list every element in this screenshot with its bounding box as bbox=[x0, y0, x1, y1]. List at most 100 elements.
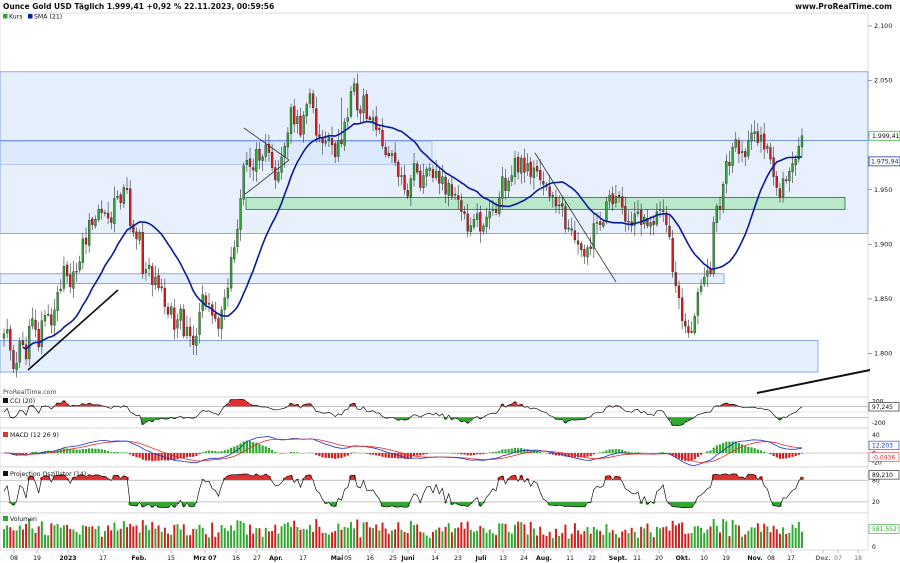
volume-bar bbox=[463, 528, 466, 548]
volume-bar bbox=[564, 524, 567, 548]
volume-bar bbox=[782, 527, 785, 548]
candle-body bbox=[217, 318, 220, 329]
price-tick-label: 1.900 bbox=[874, 241, 892, 249]
volume-label: Volumen bbox=[10, 516, 37, 523]
candle-body bbox=[766, 145, 769, 149]
volume-bar bbox=[693, 526, 696, 548]
candle-body bbox=[646, 218, 649, 226]
volume-bar bbox=[170, 534, 173, 548]
volume-bar bbox=[618, 537, 621, 548]
volume-bar bbox=[438, 527, 441, 548]
volume-bar bbox=[419, 531, 422, 548]
candle-body bbox=[135, 231, 138, 240]
volume-bar bbox=[236, 520, 239, 548]
volume-bar bbox=[444, 526, 447, 548]
volume-bar bbox=[18, 525, 21, 548]
candle-body bbox=[337, 140, 340, 157]
volume-bar bbox=[6, 525, 9, 548]
volume-bar bbox=[356, 519, 359, 548]
volume-bar bbox=[252, 533, 255, 548]
candle-body bbox=[800, 135, 804, 148]
volume-panel[interactable]: Volumen bbox=[0, 512, 869, 551]
source-url[interactable]: www.ProRealTime.com bbox=[795, 2, 892, 11]
volume-bar bbox=[554, 528, 557, 548]
price-panel[interactable]: 2.1002.0502.0001.9501.9001.8501.8001.999… bbox=[0, 12, 900, 398]
volume-bar bbox=[72, 529, 75, 548]
volume-bar bbox=[763, 523, 766, 548]
volume-bar bbox=[624, 529, 627, 548]
time-tick-label: Mai bbox=[331, 555, 343, 562]
candle-body bbox=[703, 276, 706, 285]
volume-bar bbox=[346, 527, 349, 548]
candle-body bbox=[28, 326, 31, 360]
volume-bar bbox=[50, 523, 53, 548]
candle-body bbox=[349, 91, 353, 117]
volume-bar bbox=[201, 527, 204, 548]
volume-bar bbox=[551, 538, 554, 548]
volume-bar bbox=[447, 523, 450, 548]
volume-bar bbox=[397, 522, 400, 548]
time-tick-label: Juni bbox=[400, 555, 414, 562]
candle-body bbox=[684, 320, 687, 327]
time-tick-label: 14 bbox=[431, 555, 439, 562]
time-tick-label: 16 bbox=[232, 555, 240, 562]
volume-bar bbox=[340, 529, 343, 548]
volume-bar bbox=[160, 531, 163, 548]
candle-body bbox=[526, 163, 529, 172]
cci-panel[interactable]: CCI (20) bbox=[0, 396, 869, 429]
candle-body bbox=[788, 170, 791, 182]
candle-body bbox=[513, 157, 517, 177]
time-tick-label: 22 bbox=[588, 555, 596, 562]
volume-bar bbox=[416, 524, 419, 548]
volume-bar bbox=[261, 536, 264, 548]
candle-body bbox=[778, 188, 782, 198]
candle-body bbox=[595, 222, 599, 224]
candle-body bbox=[138, 232, 141, 241]
indicator-axes: 200 -200 97,245 40 0 -20 12,203 -0,0936 80 20 89,2… bbox=[868, 398, 900, 551]
volume-bar bbox=[85, 526, 87, 548]
candle-body bbox=[296, 116, 299, 124]
candle-body bbox=[264, 144, 267, 157]
volume-bar bbox=[507, 531, 510, 548]
candle-body bbox=[24, 344, 28, 360]
time-tick-label: 07 bbox=[834, 555, 842, 562]
candle-body bbox=[438, 170, 441, 184]
candle-body bbox=[176, 319, 179, 329]
volume-bar bbox=[488, 529, 491, 548]
time-tick-label: 17 bbox=[787, 555, 795, 562]
candle-body bbox=[573, 230, 577, 241]
price-tick-label: 1.800 bbox=[874, 350, 892, 358]
candle-body bbox=[409, 178, 413, 198]
macd-panel[interactable]: MACD (12 26 9) bbox=[0, 427, 869, 468]
candle-body bbox=[166, 306, 170, 315]
projection-label: Projection Oszillator (14) bbox=[10, 471, 86, 478]
volume-bar bbox=[596, 529, 598, 548]
time-tick-label: Dez. bbox=[815, 555, 830, 562]
candle-body bbox=[614, 196, 618, 203]
volume-bar bbox=[94, 528, 97, 548]
volume-bar bbox=[359, 537, 362, 548]
candle-body bbox=[195, 335, 198, 346]
volume-bar bbox=[372, 528, 375, 548]
candle-body bbox=[639, 210, 643, 225]
time-tick-label: 11 bbox=[566, 555, 574, 562]
candle-body bbox=[384, 147, 387, 155]
volume-bar bbox=[750, 527, 753, 548]
volume-bar bbox=[97, 525, 100, 548]
candle-body bbox=[116, 196, 119, 199]
candle-body bbox=[147, 264, 151, 269]
candle-body bbox=[633, 213, 636, 226]
time-tick-label: 25 bbox=[389, 555, 397, 562]
candle-body bbox=[665, 212, 668, 225]
candle-body bbox=[324, 141, 327, 144]
candle-body bbox=[258, 149, 261, 161]
volume-bar bbox=[586, 527, 589, 548]
volume-bar bbox=[788, 532, 791, 548]
volume-bar bbox=[167, 533, 169, 548]
candle-body bbox=[535, 166, 539, 172]
projection-panel[interactable]: Projection Oszillator (14) bbox=[0, 466, 869, 514]
candle-body bbox=[567, 227, 570, 230]
candle-body bbox=[677, 285, 681, 298]
candle-body bbox=[6, 329, 9, 334]
